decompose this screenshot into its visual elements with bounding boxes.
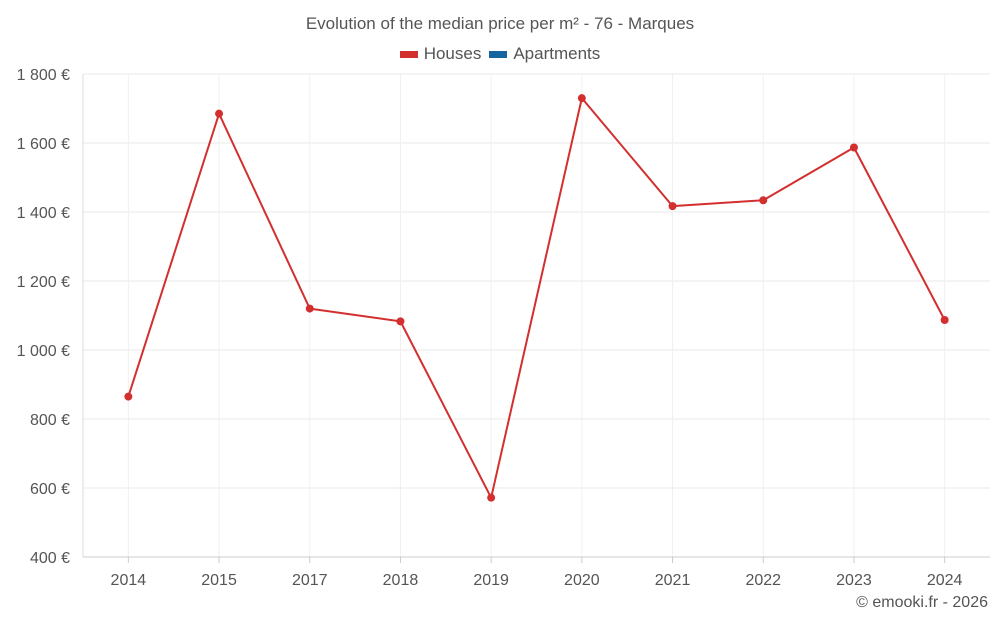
x-tick-label: 2021 <box>655 572 691 589</box>
y-tick-label: 400 € <box>30 550 70 567</box>
data-point-houses-2015[interactable] <box>215 109 224 118</box>
data-point-houses-2021[interactable] <box>668 202 677 211</box>
x-tick-label: 2023 <box>836 572 872 589</box>
chart-title: Evolution of the median price per m² - 7… <box>305 14 695 33</box>
legend-item-houses[interactable]: Houses <box>399 44 482 64</box>
data-point-houses-2019[interactable] <box>487 493 496 502</box>
data-point-houses-2017[interactable] <box>305 304 314 313</box>
y-tick-label: 1 000 € <box>17 343 70 360</box>
data-point-houses-2023[interactable] <box>849 143 858 152</box>
y-tick-label: 1 600 € <box>17 136 70 153</box>
series-line-houses <box>127 97 946 499</box>
y-tick-label: 1 800 € <box>17 67 70 84</box>
credit: © emooki.fr - 2026 <box>856 594 988 611</box>
y-tick-label: 600 € <box>30 481 70 498</box>
data-point-houses-2014[interactable] <box>124 392 133 401</box>
legend-label-apartments: Apartments <box>513 44 601 63</box>
x-tick-label: 2020 <box>564 572 600 589</box>
x-tick-label: 2017 <box>292 572 328 589</box>
legend: Houses Apartments <box>0 44 1000 64</box>
legend-label-houses: Houses <box>423 44 482 63</box>
y-tick-label: 1 200 € <box>17 274 70 291</box>
data-point-houses-2024[interactable] <box>940 315 949 324</box>
x-tick-label: 2018 <box>383 572 419 589</box>
legend-item-apartments[interactable]: Apartments <box>489 44 600 64</box>
data-point-houses-2020[interactable] <box>577 94 586 103</box>
legend-swatch-apartments <box>489 50 508 58</box>
y-tick-label: 1 400 € <box>17 205 70 222</box>
x-tick-label: 2014 <box>111 572 147 589</box>
x-tick-label: 2019 <box>473 572 509 589</box>
y-tick-label: 800 € <box>30 412 70 429</box>
x-tick-label: 2024 <box>927 572 963 589</box>
data-point-houses-2018[interactable] <box>396 317 405 326</box>
legend-swatch-houses <box>399 50 418 58</box>
x-tick-label: 2015 <box>201 572 237 589</box>
x-tick-label: 2022 <box>745 572 781 589</box>
data-point-houses-2022[interactable] <box>759 196 768 205</box>
